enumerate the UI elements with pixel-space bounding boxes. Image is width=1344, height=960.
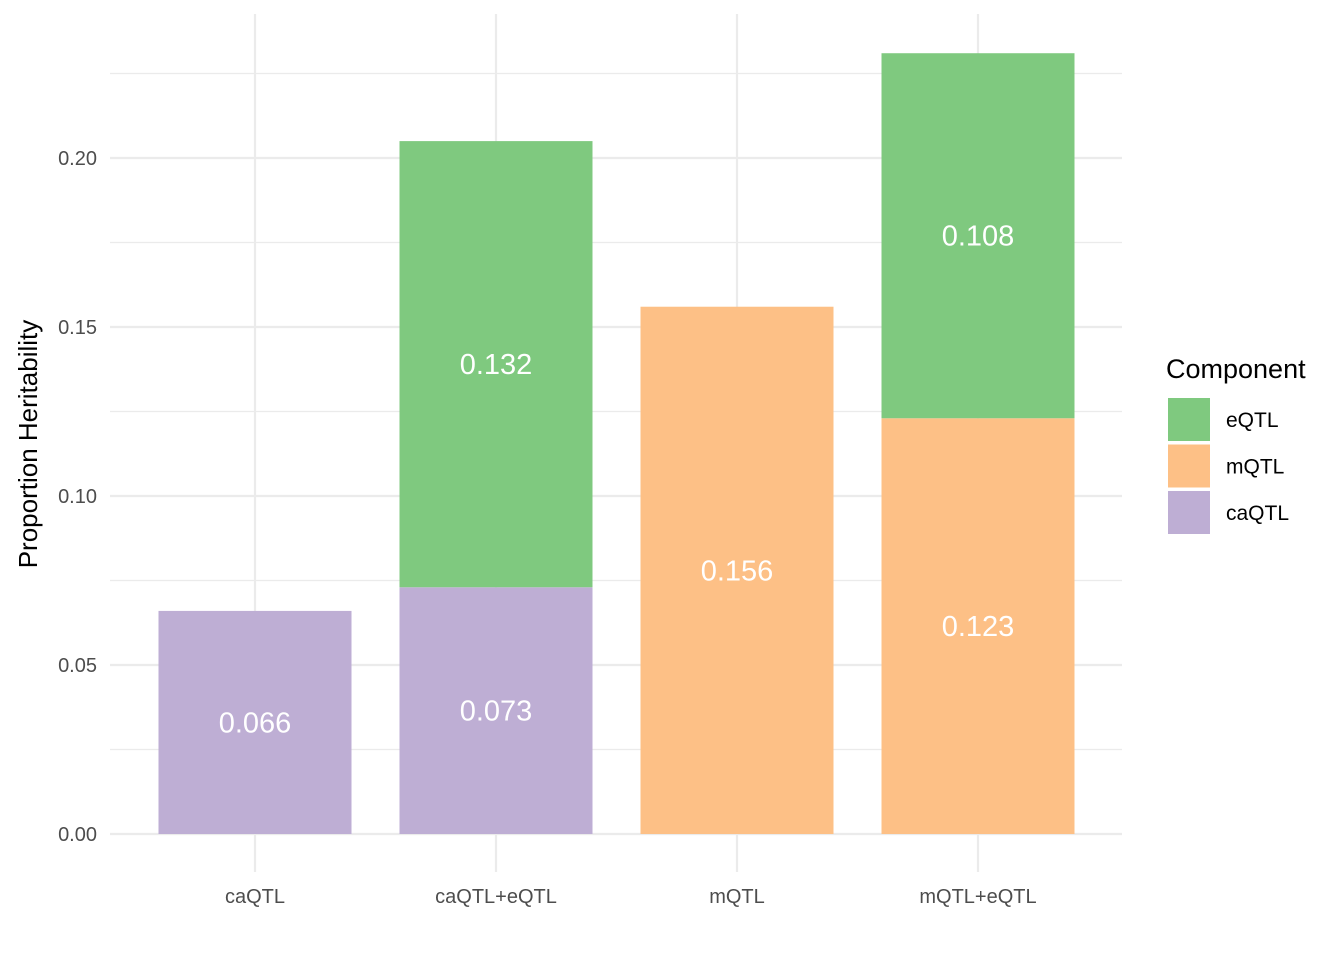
x-axis-ticks: caQTL caQTL+eQTL mQTL mQTL+eQTL <box>225 886 1037 908</box>
y-tick-label: 0.05 <box>58 655 97 677</box>
bar-segment <box>881 418 1075 834</box>
legend-swatch <box>1168 491 1210 534</box>
legend-swatch <box>1168 444 1210 488</box>
y-tick-label: 0.00 <box>58 824 97 846</box>
bar-segment <box>399 141 593 588</box>
legend: Component eQTL mQTL caQTL <box>1166 354 1306 534</box>
bar-value-label: 0.123 <box>942 611 1015 643</box>
y-tick-label: 0.10 <box>58 486 97 508</box>
bar-value-label: 0.066 <box>219 707 292 739</box>
bar-value-label: 0.073 <box>460 696 533 728</box>
legend-label: caQTL <box>1226 502 1289 525</box>
bars <box>158 53 1075 835</box>
legend-swatch <box>1168 398 1210 441</box>
y-tick-label: 0.20 <box>58 148 97 170</box>
x-tick-label: mQTL <box>709 886 765 908</box>
bar-segment <box>881 53 1075 419</box>
y-axis-ticks: 0.00 0.05 0.10 0.15 0.20 <box>58 148 97 846</box>
bar-value-label: 0.132 <box>460 349 533 381</box>
bar-value-label: 0.156 <box>701 555 774 587</box>
bar-segment <box>640 306 834 835</box>
bar-segment <box>399 587 593 834</box>
bar-value-label: 0.108 <box>942 221 1015 253</box>
x-tick-label: caQTL+eQTL <box>435 886 557 908</box>
y-axis-title: Proportion Heritability <box>13 320 43 569</box>
bar-segment <box>158 610 352 834</box>
x-tick-label: caQTL <box>225 886 285 908</box>
legend-label: mQTL <box>1226 456 1284 479</box>
legend-label: eQTL <box>1226 409 1279 432</box>
y-tick-label: 0.15 <box>58 317 97 339</box>
legend-title: Component <box>1166 354 1306 384</box>
bar-value-labels: 0.066 0.073 0.156 0.123 0.132 0.108 <box>219 221 1015 740</box>
x-tick-label: mQTL+eQTL <box>919 886 1036 908</box>
